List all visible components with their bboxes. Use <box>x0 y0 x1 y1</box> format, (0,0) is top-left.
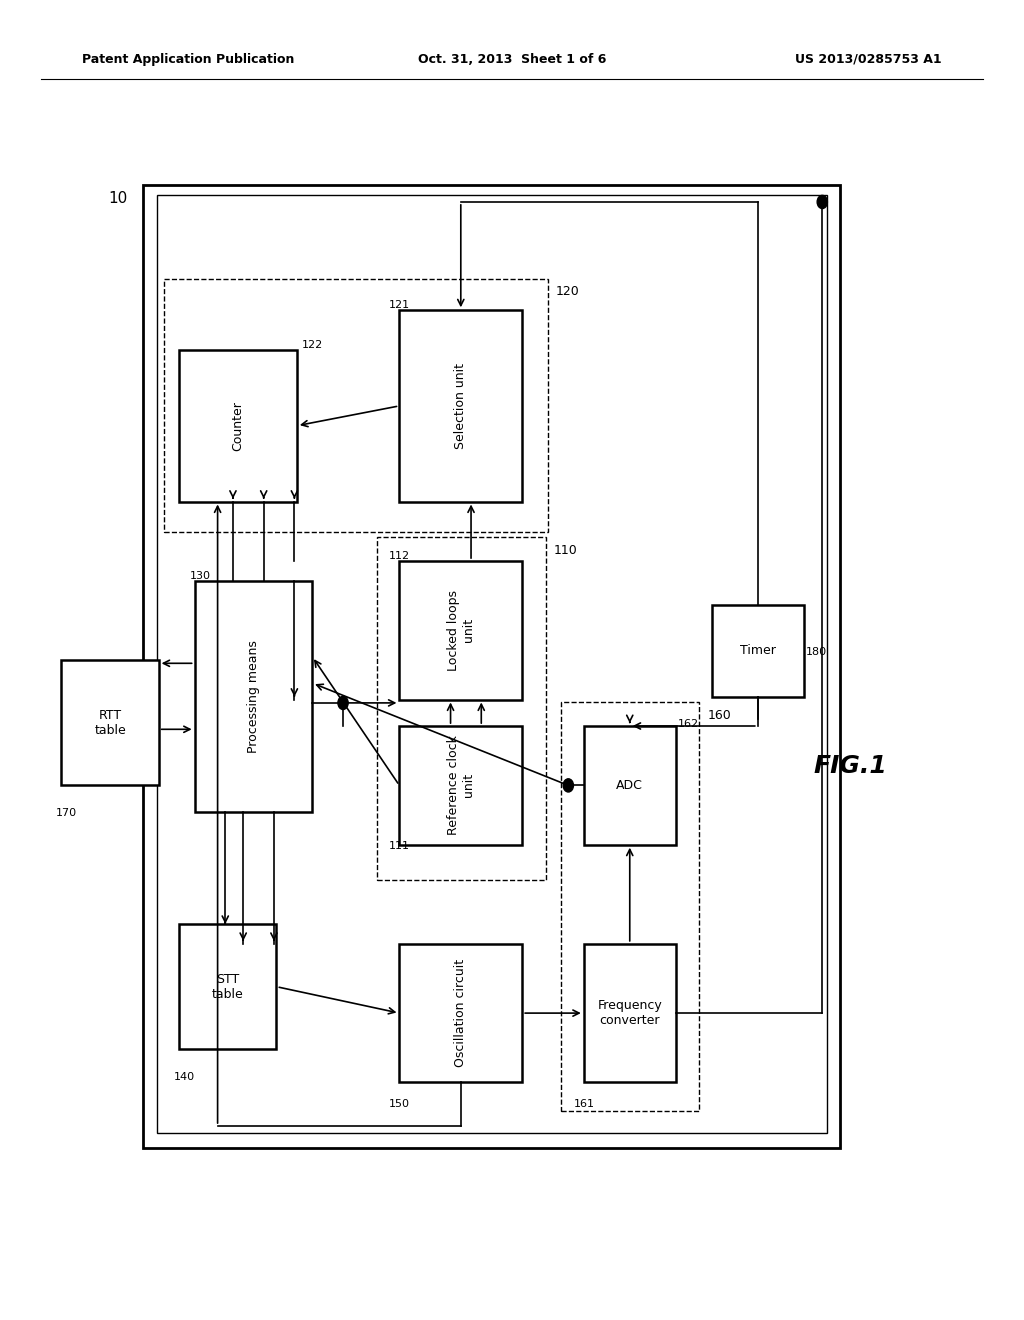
Text: 140: 140 <box>174 1072 196 1082</box>
Text: 170: 170 <box>56 808 78 818</box>
Circle shape <box>563 779 573 792</box>
Text: Reference clock
unit: Reference clock unit <box>446 735 475 836</box>
Text: 122: 122 <box>302 339 324 350</box>
Bar <box>712 605 804 697</box>
Text: US 2013/0285753 A1: US 2013/0285753 A1 <box>796 53 942 66</box>
Text: Locked loops
unit: Locked loops unit <box>446 590 475 671</box>
Text: RTT
table: RTT table <box>94 709 126 737</box>
Text: 111: 111 <box>389 841 411 851</box>
Bar <box>143 185 840 1148</box>
Text: 161: 161 <box>573 1098 595 1109</box>
Bar <box>399 944 522 1082</box>
Text: 160: 160 <box>708 709 731 722</box>
Text: 112: 112 <box>389 550 411 561</box>
Text: Oscillation circuit: Oscillation circuit <box>455 960 467 1067</box>
Bar <box>584 726 676 845</box>
Text: 121: 121 <box>389 300 411 310</box>
Bar <box>61 660 159 785</box>
Text: 180: 180 <box>806 647 827 657</box>
Text: STT
table: STT table <box>212 973 244 1001</box>
Text: 10: 10 <box>109 191 128 206</box>
Text: 110: 110 <box>554 544 578 557</box>
Bar <box>561 702 699 1111</box>
Text: Timer: Timer <box>739 644 776 657</box>
Bar <box>399 310 522 502</box>
Text: Patent Application Publication: Patent Application Publication <box>82 53 294 66</box>
Text: 162: 162 <box>678 718 699 729</box>
Bar <box>179 924 276 1049</box>
Bar <box>195 581 312 812</box>
Bar <box>399 561 522 700</box>
Text: 130: 130 <box>189 570 211 581</box>
Circle shape <box>817 195 827 209</box>
Text: 120: 120 <box>556 285 580 298</box>
Text: FIG.1: FIG.1 <box>813 754 887 777</box>
Text: Frequency
converter: Frequency converter <box>597 999 663 1027</box>
Text: Oct. 31, 2013  Sheet 1 of 6: Oct. 31, 2013 Sheet 1 of 6 <box>418 53 606 66</box>
Text: Processing means: Processing means <box>247 640 260 752</box>
Bar <box>157 195 827 1133</box>
Circle shape <box>338 697 348 710</box>
Bar <box>164 279 548 532</box>
Text: 150: 150 <box>389 1098 411 1109</box>
Bar <box>179 350 297 502</box>
Bar <box>399 726 522 845</box>
Bar <box>377 537 546 880</box>
Bar <box>584 944 676 1082</box>
Text: Selection unit: Selection unit <box>455 363 467 449</box>
Text: Counter: Counter <box>231 401 245 450</box>
Text: ADC: ADC <box>616 779 643 792</box>
